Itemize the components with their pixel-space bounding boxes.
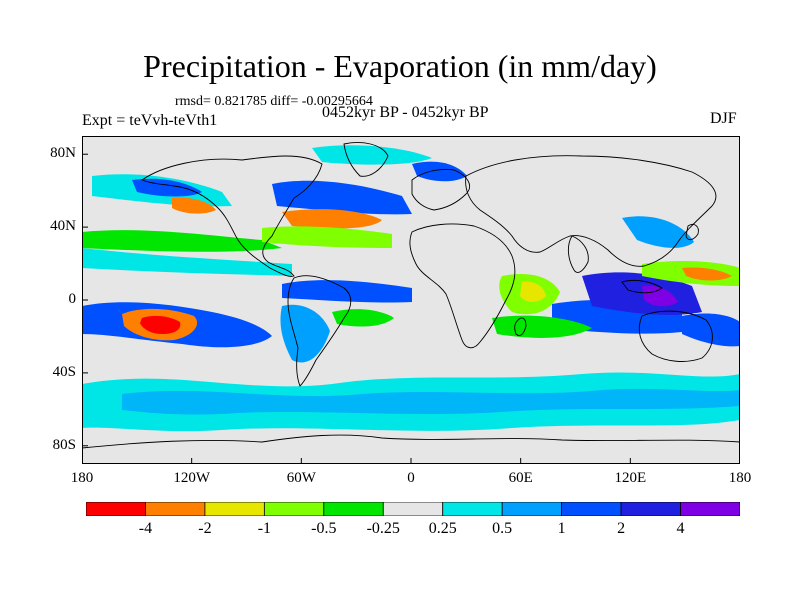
map-title: Precipitation - Evaporation (in mm/day)	[143, 48, 657, 84]
colorbar-box	[204, 502, 265, 516]
pacific-subtropics	[82, 248, 292, 276]
colorbar-label: 2	[617, 520, 626, 537]
asia-coast	[465, 155, 717, 267]
y-tick-label: 40N	[50, 218, 76, 235]
africa-coast	[409, 223, 516, 349]
south-america-wet	[280, 304, 330, 363]
axis-ticks	[82, 153, 740, 464]
india-coast	[567, 235, 589, 273]
stats-label: rmsd= 0.821785 diff= -0.00295664	[175, 94, 373, 109]
europe-coast	[411, 169, 470, 211]
colorbar-box	[382, 502, 444, 516]
north-america-coast	[141, 155, 323, 277]
pacific-dry-core	[140, 315, 181, 334]
madagascar-coast	[514, 317, 527, 337]
antarctica-coast	[82, 434, 740, 449]
colorbar-label: -1	[257, 520, 272, 537]
period-label: 0452kyr BP - 0452kyr BP	[322, 104, 489, 121]
y-tick-label: 40S	[52, 363, 76, 380]
x-tick-label: 180	[728, 470, 752, 486]
greenland-coast	[343, 142, 389, 177]
colorbar-label: 4	[676, 520, 685, 537]
colorbar-box	[620, 502, 681, 516]
x-tick-label: 180	[70, 470, 94, 486]
colorbar-box	[145, 502, 206, 516]
arctic-wet	[312, 145, 432, 165]
maritime-continent-core	[642, 285, 678, 307]
north-pacific-core	[132, 178, 202, 197]
north-atlantic-dry	[282, 209, 382, 229]
africa-dry-core	[520, 281, 546, 302]
west-pacific-orange	[682, 267, 732, 281]
colorbar-box	[501, 502, 563, 516]
colorbar-label: 0.25	[428, 520, 457, 537]
australia-coast	[638, 310, 713, 362]
x-tick-label: 60E	[508, 470, 533, 486]
y-tick-label: 0	[68, 291, 77, 307]
colorbar-box	[442, 502, 503, 516]
season-label: DJF	[710, 110, 737, 127]
x-tick-label: 120W	[173, 470, 210, 486]
x-tick-label: 120E	[614, 470, 647, 486]
y-tick-label: 80S	[52, 436, 76, 453]
field-shading	[82, 145, 740, 432]
north-atlantic-wet	[272, 180, 412, 215]
colorbar-box	[263, 502, 325, 516]
east-asia-wet	[622, 216, 694, 248]
indonesia-coast	[621, 279, 663, 294]
colorbar-box	[86, 502, 146, 516]
x-tick-label: 0	[407, 470, 415, 486]
y-tick-label: 80N	[50, 145, 76, 162]
colorbar-box	[561, 502, 622, 516]
colorbar-label: 1	[557, 520, 566, 537]
colorbar-label: 0.5	[492, 520, 513, 537]
x-tick-label: 60W	[286, 470, 316, 486]
southern-ocean-band-2	[122, 388, 740, 415]
pacific-tropical-band	[82, 230, 282, 252]
europe-wet	[412, 161, 467, 182]
colorbar-label: -2	[198, 520, 212, 537]
colorbar-label: -0.25	[366, 520, 400, 537]
colorbar-box	[323, 502, 384, 516]
japan-coast	[685, 223, 699, 241]
colorbar-box	[680, 502, 740, 516]
experiment-label: Expt = teVvh-teVth1	[82, 112, 218, 129]
colorbar-label: -0.5	[311, 520, 337, 537]
south-america-coast	[287, 275, 352, 387]
colorbar	[86, 502, 740, 516]
north-atlantic-green	[262, 226, 392, 248]
colorbar-label: -4	[138, 520, 153, 537]
map-panel	[82, 136, 740, 464]
coastlines	[82, 142, 740, 449]
north-pacific-dry	[172, 197, 216, 214]
